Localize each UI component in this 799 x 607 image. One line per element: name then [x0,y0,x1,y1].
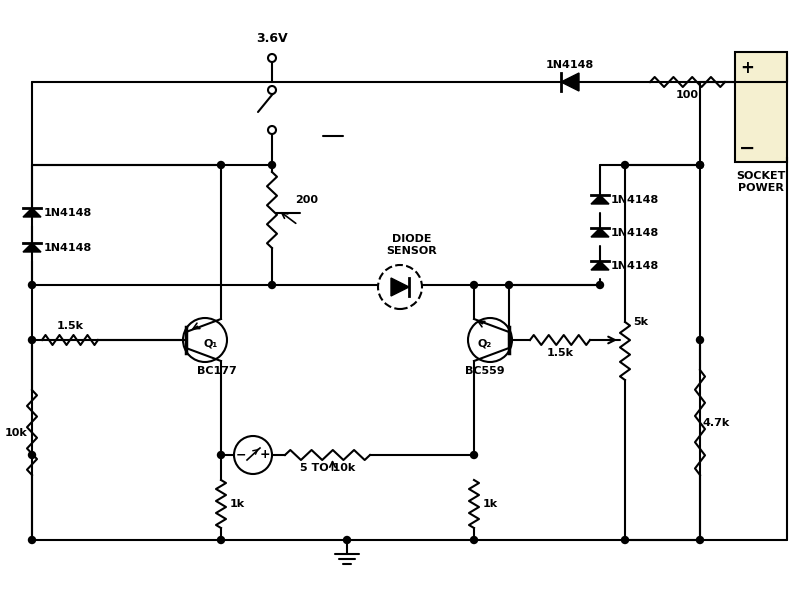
Text: 1N4148: 1N4148 [611,195,659,205]
Text: 200: 200 [296,195,319,205]
Circle shape [268,54,276,62]
Circle shape [268,86,276,94]
Polygon shape [561,73,579,91]
Text: −: − [739,138,755,157]
Polygon shape [591,195,609,204]
Text: 1N4148: 1N4148 [44,208,92,218]
Text: 1k: 1k [483,499,498,509]
Circle shape [697,537,703,543]
Text: DIODE
SENSOR: DIODE SENSOR [387,234,437,256]
Circle shape [29,282,35,288]
Text: 1N4148: 1N4148 [611,228,659,238]
Circle shape [217,161,225,169]
Circle shape [217,452,225,458]
Text: +: + [260,449,270,461]
Polygon shape [23,208,41,217]
Text: 1.5k: 1.5k [57,321,84,331]
Text: 3.6V: 3.6V [256,32,288,44]
Polygon shape [591,261,609,270]
Polygon shape [591,228,609,237]
Circle shape [268,126,276,134]
Text: 10k: 10k [5,427,27,438]
Circle shape [268,161,276,169]
Polygon shape [391,278,409,296]
Circle shape [29,336,35,344]
Text: 5k: 5k [634,317,649,327]
Bar [735,52,787,162]
Circle shape [697,336,703,344]
Text: 1N4148: 1N4148 [546,60,594,70]
Circle shape [217,537,225,543]
Circle shape [29,452,35,458]
Circle shape [471,537,478,543]
Text: 1N4148: 1N4148 [44,243,92,253]
Circle shape [697,161,703,169]
Text: BC177: BC177 [197,366,237,376]
Text: +: + [740,59,754,77]
Circle shape [471,452,478,458]
Circle shape [344,537,351,543]
Text: 1k: 1k [229,499,244,509]
Text: 100: 100 [676,90,699,100]
Text: Q₁: Q₁ [204,339,218,349]
Circle shape [29,537,35,543]
Text: 1.5k: 1.5k [547,348,574,358]
Text: 4.7k: 4.7k [702,418,729,427]
Circle shape [697,161,703,169]
Circle shape [506,282,512,288]
Circle shape [622,537,629,543]
Text: SOCKET
POWER: SOCKET POWER [737,171,785,193]
Text: Q₂: Q₂ [478,339,492,349]
Text: BC559: BC559 [465,366,505,376]
Text: 5 TO 10k: 5 TO 10k [300,463,355,473]
Text: 1N4148: 1N4148 [611,261,659,271]
Circle shape [471,282,478,288]
Polygon shape [23,243,41,252]
Circle shape [597,282,603,288]
Text: −: − [236,449,246,461]
Circle shape [268,282,276,288]
Circle shape [622,161,629,169]
